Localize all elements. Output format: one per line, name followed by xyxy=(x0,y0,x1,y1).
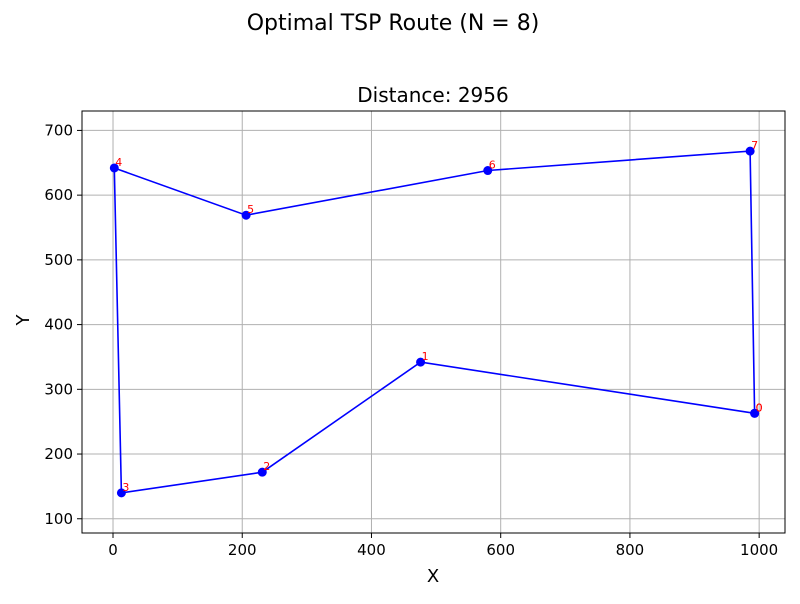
y-tick-label: 400 xyxy=(44,316,73,334)
chart-title: Distance: 2956 xyxy=(357,83,508,107)
city-marker xyxy=(116,488,126,498)
city-label: 5 xyxy=(247,203,254,216)
city-marker xyxy=(241,210,251,220)
x-tick-label: 600 xyxy=(486,541,515,559)
x-tick-label: 800 xyxy=(616,541,645,559)
plot-frame xyxy=(81,110,786,534)
city-marker xyxy=(257,467,267,477)
y-tick-label: 700 xyxy=(44,121,73,139)
city-label: 0 xyxy=(756,401,763,414)
x-tick-label: 200 xyxy=(228,541,257,559)
city-markers xyxy=(109,146,760,498)
y-tick-label: 300 xyxy=(44,380,73,398)
city-label: 6 xyxy=(489,159,496,172)
y-axis-label: Y xyxy=(13,314,34,327)
city-marker xyxy=(416,357,426,367)
x-tick-label: 0 xyxy=(108,541,118,559)
city-marker xyxy=(109,163,119,173)
city-marker xyxy=(750,408,760,418)
axis-ticks: 0 200 400 600 800 1000 100 200 300 400 500 600 700 xyxy=(44,121,778,559)
x-axis-label: X xyxy=(427,566,439,587)
y-tick-label: 100 xyxy=(44,510,73,528)
city-marker xyxy=(483,166,493,176)
city-label: 1 xyxy=(422,350,429,363)
x-tick-label: 400 xyxy=(357,541,386,559)
y-tick-label: 200 xyxy=(44,445,73,463)
city-label: 7 xyxy=(751,139,758,152)
chart-suptitle: Optimal TSP Route (N = 8) xyxy=(247,11,540,36)
city-label: 4 xyxy=(115,156,122,169)
city-label: 3 xyxy=(122,481,129,494)
grid-lines xyxy=(82,111,785,533)
city-label: 0 xyxy=(756,401,763,414)
city-marker xyxy=(745,146,755,156)
y-tick-label: 500 xyxy=(44,251,73,269)
y-tick-label: 600 xyxy=(44,186,73,204)
x-tick-label: 1000 xyxy=(740,541,778,559)
city-label: 2 xyxy=(263,460,270,473)
